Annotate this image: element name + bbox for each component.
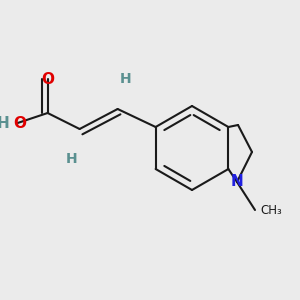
Text: H: H — [120, 72, 131, 86]
Text: O: O — [13, 116, 26, 130]
Text: CH₃: CH₃ — [260, 203, 282, 217]
Text: H: H — [66, 152, 77, 166]
Text: N: N — [231, 175, 243, 190]
Text: O: O — [41, 71, 54, 86]
Text: H: H — [0, 116, 10, 130]
